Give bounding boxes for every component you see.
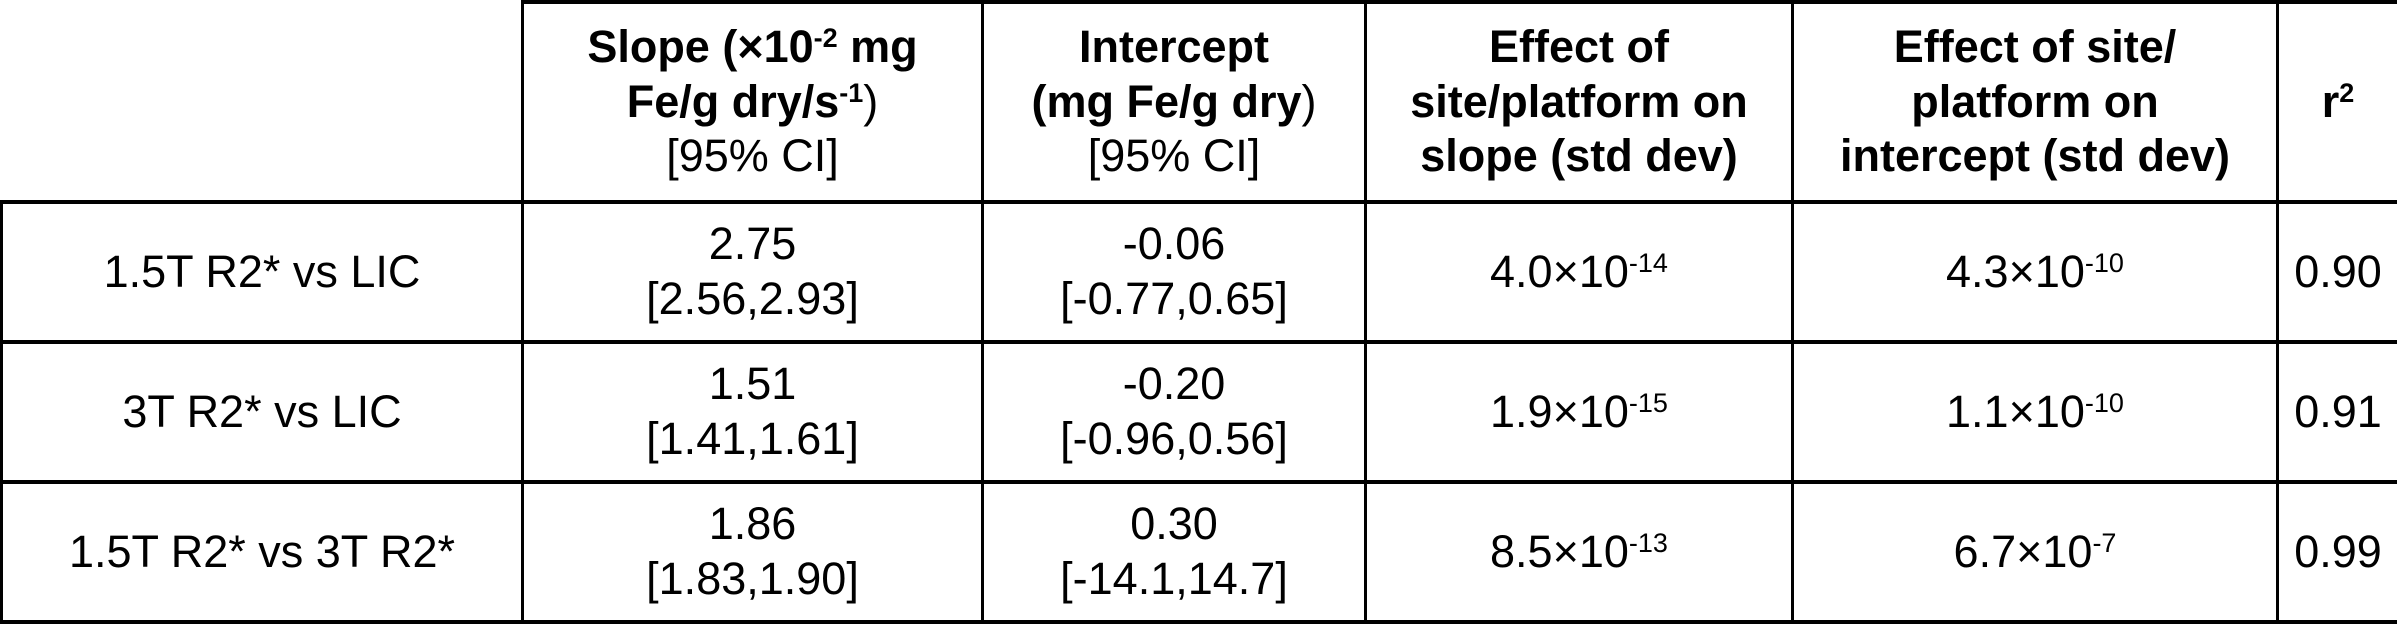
data-cell: 1.9×10-15 [1366, 342, 1793, 482]
text-segment: [95% CI] [666, 130, 839, 181]
text-segment: ) [1302, 76, 1317, 127]
superscript-exponent: -10 [2085, 388, 2124, 418]
row-label: 1.5T R2* vs 3T R2* [2, 482, 523, 622]
text-segment: -0.06 [1123, 218, 1226, 269]
data-cell: 8.5×10-13 [1366, 482, 1793, 622]
data-cell: 1.1×10-10 [1793, 342, 2278, 482]
data-cell: -0.20[-0.96,0.56] [983, 342, 1366, 482]
text-segment: 1.86 [709, 498, 797, 549]
text-segment: 0.91 [2294, 386, 2382, 437]
text-segment: [2.56,2.93] [646, 273, 859, 324]
text-segment: Effect of site/ [1894, 21, 2177, 72]
text-segment: [95% CI] [1088, 130, 1261, 181]
text-segment: 1.51 [709, 358, 797, 409]
data-cell: 0.30[-14.1,14.7] [983, 482, 1366, 622]
data-cell: 1.86[1.83,1.90] [523, 482, 983, 622]
text-segment: [1.41,1.61] [646, 413, 859, 464]
data-cell: 0.91 [2278, 342, 2397, 482]
superscript-exponent: -7 [2092, 528, 2116, 558]
text-segment: 2.75 [709, 218, 797, 269]
text-segment: [1.83,1.90] [646, 553, 859, 604]
text-segment: r [2322, 76, 2340, 127]
header-cell-intercept: Intercept(mg Fe/g dry) [95% CI] [983, 2, 1366, 202]
text-segment: intercept (std dev) [1840, 130, 2230, 181]
text-segment: 0.90 [2294, 246, 2382, 297]
data-cell: 4.3×10-10 [1793, 202, 2278, 342]
superscript-exponent: -10 [2085, 248, 2124, 278]
text-segment: Intercept [1079, 21, 1269, 72]
text-segment: platform on [1911, 76, 2158, 127]
text-segment: (mg Fe/g dry [1031, 76, 1301, 127]
data-cell: 6.7×10-7 [1793, 482, 2278, 622]
superscript-exponent: -13 [1629, 528, 1668, 558]
text-segment: mg [838, 21, 918, 72]
row-label: 3T R2* vs LIC [2, 342, 523, 482]
text-segment: 6.7×10 [1954, 526, 2093, 577]
text-segment: Slope (×10 [587, 21, 813, 72]
data-cell: 2.75[2.56,2.93] [523, 202, 983, 342]
data-cell: 0.90 [2278, 202, 2397, 342]
text-segment: 4.0×10 [1490, 246, 1629, 297]
text-segment: site/platform on [1410, 76, 1748, 127]
text-segment: ) [863, 76, 878, 127]
data-cell: 1.51[1.41,1.61] [523, 342, 983, 482]
text-segment: [-0.96,0.56] [1060, 413, 1288, 464]
row-label: 1.5T R2* vs LIC [2, 202, 523, 342]
header-cell-corner [2, 2, 523, 202]
data-cell: 4.0×10-14 [1366, 202, 1793, 342]
text-segment: 0.99 [2294, 526, 2382, 577]
text-segment: 1.9×10 [1490, 386, 1629, 437]
text-segment: 0.30 [1130, 498, 1218, 549]
data-cell: 0.99 [2278, 482, 2397, 622]
superscript-exponent: -15 [1629, 388, 1668, 418]
text-segment: 1.1×10 [1946, 386, 2085, 437]
text-segment: [-14.1,14.7] [1060, 553, 1288, 604]
text-segment: -0.20 [1123, 358, 1226, 409]
text-segment: Fe/g dry/s [627, 76, 840, 127]
superscript-exponent: 2 [2339, 78, 2354, 108]
superscript-exponent: -1 [839, 78, 863, 108]
data-cell: -0.06[-0.77,0.65] [983, 202, 1366, 342]
text-segment: 4.3×10 [1946, 246, 2085, 297]
text-segment: 8.5×10 [1490, 526, 1629, 577]
header-cell-r-squared: r2 [2278, 2, 2397, 202]
text-segment: Effect of [1489, 21, 1669, 72]
text-segment: slope (std dev) [1420, 130, 1738, 181]
table-row: 1.5T R2* vs 3T R2*1.86[1.83,1.90]0.30[-1… [2, 482, 2397, 622]
superscript-exponent: -2 [814, 23, 838, 53]
text-segment: [-0.77,0.65] [1060, 273, 1288, 324]
superscript-exponent: -14 [1629, 248, 1668, 278]
